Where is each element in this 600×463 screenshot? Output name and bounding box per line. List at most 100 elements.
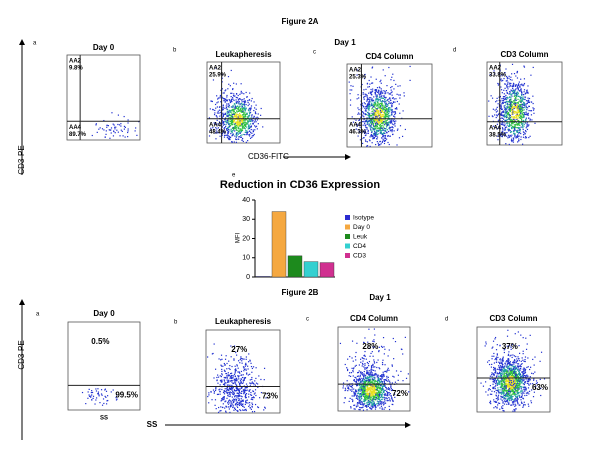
event-dot [386,122,388,124]
event-dot [245,364,247,366]
event-dot [519,105,521,108]
event-dot [393,98,395,100]
event-dot [234,108,236,110]
event-dot [242,112,245,114]
event-dot [238,138,240,140]
event-dot [502,387,505,389]
event-dot [521,108,523,110]
event-dot [363,399,365,401]
event-dot [223,113,225,116]
event-dot [372,136,374,138]
event-dot [514,117,516,119]
event-dot [527,125,529,127]
event-dot [224,401,226,403]
event-dot [97,392,99,395]
event-dot [362,112,365,114]
event-dot [522,124,524,126]
event-dot [369,407,371,409]
event-dot [372,394,374,396]
event-dot [372,369,375,371]
event-dot [116,394,118,396]
event-dot [237,389,239,391]
event-dot [252,396,255,398]
event-dot [229,384,231,386]
event-dot [391,114,393,116]
event-dot [379,108,381,110]
event-dot [238,103,240,105]
event-dot [359,406,361,409]
event-dot [369,381,371,383]
event-dot [377,142,379,144]
event-dot [517,83,520,85]
event-dot [229,136,231,138]
event-dot [362,124,364,126]
event-dot [386,119,389,121]
event-dot [224,90,226,92]
event-dot [489,375,491,377]
event-dot [367,402,370,404]
event-dot [361,388,363,390]
event-dot [373,110,376,112]
event-dot [376,119,378,121]
event-dot [358,408,360,411]
event-dot [225,411,227,413]
event-dot [367,103,369,105]
event-dot [504,129,506,131]
event-dot [363,389,366,392]
event-dot [361,394,363,397]
event-dot [225,105,227,107]
event-dot [521,123,523,125]
event-dot [230,372,232,375]
event-dot [375,108,377,110]
event-dot [372,398,374,400]
event-dot [243,113,245,115]
event-dot [504,113,506,115]
event-dot [502,127,504,130]
event-dot [251,411,254,413]
event-dot [389,99,392,101]
event-dot [523,109,525,111]
event-dot [231,121,233,123]
event-dot [391,111,393,114]
event-dot [496,375,498,377]
event-dot [216,112,219,114]
event-dot [504,125,506,127]
event-dot [506,103,509,105]
event-dot [512,126,515,129]
event-dot [240,92,242,94]
event-dot [368,102,370,104]
event-dot [384,389,386,392]
event-dot [507,117,510,119]
event-dot [522,104,524,106]
event-dot [240,374,242,376]
event-dot [499,100,501,102]
event-dot [370,129,372,131]
event-dot [221,388,223,391]
event-dot [373,117,375,119]
panel-letter: c [313,50,316,56]
event-dot [526,128,529,131]
event-dot [222,107,225,109]
event-dot [374,334,376,336]
event-dot [224,131,226,133]
event-dot [396,144,398,146]
event-dot [220,111,222,114]
event-dot [238,378,240,380]
event-dot [384,75,386,77]
event-dot [248,114,251,116]
event-dot [368,403,370,406]
event-dot [249,382,251,384]
event-dot [134,130,136,132]
event-dot [377,377,380,380]
event-dot [365,405,367,407]
event-dot [508,77,510,79]
event-dot [250,120,252,122]
event-dot [348,375,350,377]
event-dot [245,393,248,395]
event-dot [364,402,366,405]
event-dot [386,108,388,110]
event-dot [376,97,378,99]
event-dot [514,97,516,100]
event-dot [359,399,361,401]
panel-letter: d [445,317,448,323]
